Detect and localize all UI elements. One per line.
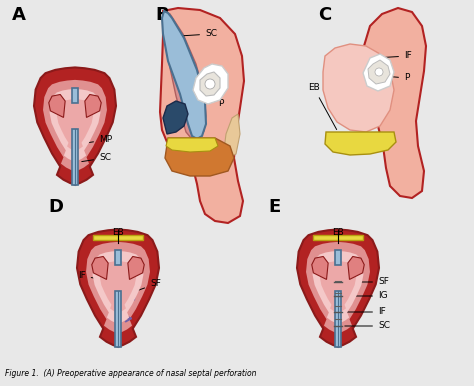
Text: IF: IF (377, 51, 412, 61)
Polygon shape (160, 8, 244, 223)
Polygon shape (312, 251, 364, 323)
Text: B: B (155, 6, 169, 24)
Bar (115, 291, 121, 347)
Polygon shape (100, 261, 136, 313)
Polygon shape (50, 89, 100, 162)
Polygon shape (92, 256, 108, 279)
Text: SC: SC (82, 154, 111, 163)
Text: SF: SF (345, 278, 389, 286)
Polygon shape (363, 54, 394, 91)
Polygon shape (163, 11, 206, 138)
Bar (115, 250, 121, 265)
Bar (72, 88, 78, 103)
Polygon shape (86, 242, 150, 334)
Text: EB: EB (112, 228, 124, 237)
Text: C: C (318, 6, 331, 24)
Text: EB: EB (308, 83, 337, 130)
Text: SF: SF (131, 279, 161, 293)
Polygon shape (166, 138, 218, 152)
Text: MP: MP (82, 135, 112, 144)
Circle shape (205, 79, 215, 89)
Text: Figure 1.  (A) Preoperative appearance of nasal septal perforation: Figure 1. (A) Preoperative appearance of… (5, 369, 256, 378)
Polygon shape (297, 229, 379, 347)
Polygon shape (325, 132, 396, 155)
Polygon shape (163, 101, 188, 134)
Text: SF: SF (203, 80, 226, 88)
Bar (72, 129, 78, 185)
Polygon shape (165, 138, 234, 176)
Text: IG: IG (345, 291, 388, 300)
Polygon shape (306, 242, 370, 334)
Polygon shape (34, 68, 116, 185)
Text: A: A (12, 6, 26, 24)
Polygon shape (362, 8, 426, 198)
Text: IF: IF (345, 308, 386, 317)
Text: SC: SC (345, 322, 390, 330)
Text: IF: IF (78, 271, 109, 281)
Polygon shape (368, 60, 390, 84)
Text: P: P (386, 73, 410, 83)
Polygon shape (323, 44, 394, 132)
Bar (335, 250, 341, 265)
Polygon shape (85, 95, 101, 117)
Polygon shape (57, 99, 93, 151)
Polygon shape (224, 114, 240, 158)
Polygon shape (43, 80, 107, 171)
Bar (335, 291, 341, 347)
Polygon shape (77, 229, 159, 347)
Text: SC: SC (182, 29, 217, 39)
Polygon shape (93, 235, 143, 240)
Polygon shape (312, 256, 328, 279)
Polygon shape (92, 251, 144, 323)
Text: EB: EB (332, 228, 344, 237)
Polygon shape (200, 72, 220, 96)
Polygon shape (193, 64, 228, 104)
Circle shape (375, 68, 383, 76)
Polygon shape (162, 11, 206, 139)
Text: E: E (268, 198, 280, 216)
Polygon shape (128, 256, 144, 279)
Polygon shape (49, 95, 65, 117)
Polygon shape (313, 235, 363, 240)
Polygon shape (320, 261, 356, 313)
Polygon shape (348, 256, 364, 279)
Text: P: P (212, 98, 223, 108)
Text: D: D (48, 198, 63, 216)
